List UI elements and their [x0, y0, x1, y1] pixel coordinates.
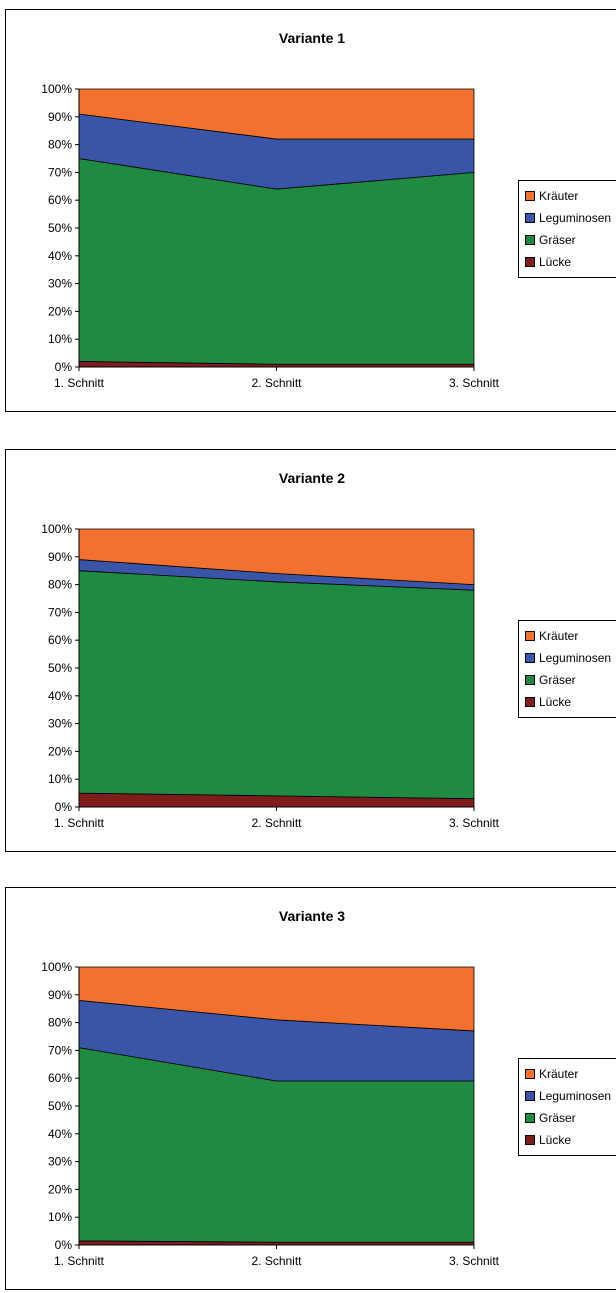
y-tick-label: 100% — [41, 82, 72, 96]
y-tick-label: 20% — [48, 304, 72, 318]
chart-svg-2: Variante 2 0% 10% 20% 30% 40% 50% 60% 70% 80% 90% 1… — [41, 470, 500, 830]
y-tick-label: 80% — [48, 578, 72, 592]
chart-panel-2: Variante 2 0% 10% 20% 30% 40% 50% 60% 70% 80% 90% 1… — [5, 449, 616, 852]
legend-swatch — [525, 1135, 535, 1145]
y-tick-label: 40% — [48, 689, 72, 703]
y-tick-label: 30% — [48, 717, 72, 731]
y-tick-label: 80% — [48, 138, 72, 152]
legend-item-lücke: Lücke — [525, 251, 616, 273]
y-tick-label: 0% — [55, 360, 73, 374]
y-tick-label: 70% — [48, 605, 72, 619]
legend-item-lücke: Lücke — [525, 1129, 616, 1151]
x-tick-label: 1. Schnitt — [54, 376, 105, 390]
y-tick-label: 100% — [41, 522, 72, 536]
legend-item-gräser: Gräser — [525, 1107, 616, 1129]
legend-item-kräuter: Kräuter — [525, 625, 616, 647]
y-tick-label: 0% — [55, 800, 73, 814]
y-tick-label: 60% — [48, 1071, 72, 1085]
legend-1: Kräuter Leguminosen Gräser Lücke — [518, 180, 616, 278]
y-tick-label: 10% — [48, 332, 72, 346]
x-tick-label: 2. Schnitt — [251, 1254, 302, 1268]
legend-swatch — [525, 631, 535, 641]
legend-swatch — [525, 675, 535, 685]
legend-swatch — [525, 191, 535, 201]
legend-swatch — [525, 697, 535, 707]
y-tick-label: 60% — [48, 193, 72, 207]
legend-item-leguminosen: Leguminosen — [525, 207, 616, 229]
legend-swatch — [525, 653, 535, 663]
y-tick-label: 80% — [48, 1016, 72, 1030]
legend-item-kräuter: Kräuter — [525, 185, 616, 207]
y-tick-label: 60% — [48, 633, 72, 647]
x-tick-label: 1. Schnitt — [54, 1254, 105, 1268]
legend-label: Leguminosen — [539, 1089, 612, 1103]
y-tick-label: 20% — [48, 1182, 72, 1196]
chart-panel-3: Variante 3 0% 10% 20% 30% 40% 50% 60% 70% 80% 90% 1… — [5, 887, 616, 1290]
legend-swatch — [525, 1091, 535, 1101]
legend-2: Kräuter Leguminosen Gräser Lücke — [518, 620, 616, 718]
y-tick-label: 50% — [48, 1099, 72, 1113]
legend-label: Kräuter — [539, 1067, 579, 1081]
legend-label: Kräuter — [539, 189, 579, 203]
x-tick-label: 2. Schnitt — [251, 376, 302, 390]
legend-label: Kräuter — [539, 629, 579, 643]
y-tick-label: 90% — [48, 550, 72, 564]
x-tick-label: 1. Schnitt — [54, 816, 105, 830]
y-tick-label: 0% — [55, 1238, 73, 1252]
y-tick-label: 40% — [48, 1127, 72, 1141]
legend-item-lücke: Lücke — [525, 691, 616, 713]
legend-label: Leguminosen — [539, 211, 612, 225]
y-tick-label: 40% — [48, 249, 72, 263]
y-tick-label: 30% — [48, 277, 72, 291]
legend-label: Gräser — [539, 233, 576, 247]
legend-swatch — [525, 235, 535, 245]
y-tick-label: 50% — [48, 221, 72, 235]
y-tick-label: 50% — [48, 661, 72, 675]
legend-item-gräser: Gräser — [525, 229, 616, 251]
chart-title: Variante 1 — [279, 30, 345, 46]
y-tick-label: 20% — [48, 744, 72, 758]
legend-label: Gräser — [539, 673, 576, 687]
x-tick-label: 3. Schnitt — [449, 816, 500, 830]
chart-svg-3: Variante 3 0% 10% 20% 30% 40% 50% 60% 70% 80% 90% 1… — [41, 908, 500, 1268]
legend-label: Lücke — [539, 695, 572, 709]
chart-svg-1: Variante 1 0% 10% 20% 30% 40% 50% 60% 70% 80% 90% 1… — [41, 30, 500, 390]
x-tick-label: 3. Schnitt — [449, 376, 500, 390]
legend-label: Leguminosen — [539, 651, 612, 665]
legend-item-leguminosen: Leguminosen — [525, 1085, 616, 1107]
legend-swatch — [525, 1113, 535, 1123]
legend-3: Kräuter Leguminosen Gräser Lücke — [518, 1058, 616, 1156]
chart-title: Variante 2 — [279, 470, 345, 486]
chart-title: Variante 3 — [279, 908, 345, 924]
legend-item-gräser: Gräser — [525, 669, 616, 691]
x-tick-label: 3. Schnitt — [449, 1254, 500, 1268]
legend-label: Lücke — [539, 1133, 572, 1147]
y-tick-label: 90% — [48, 110, 72, 124]
legend-label: Lücke — [539, 255, 572, 269]
y-tick-label: 70% — [48, 165, 72, 179]
chart-panel-1: Variante 1 0% 10% 20% 30% 40% 50% 60% 70% 80% 90% 1… — [5, 9, 616, 412]
legend-item-leguminosen: Leguminosen — [525, 647, 616, 669]
y-tick-label: 10% — [48, 1210, 72, 1224]
y-tick-label: 100% — [41, 960, 72, 974]
y-tick-label: 30% — [48, 1155, 72, 1169]
legend-swatch — [525, 257, 535, 267]
legend-swatch — [525, 213, 535, 223]
legend-swatch — [525, 1069, 535, 1079]
x-tick-label: 2. Schnitt — [251, 816, 302, 830]
y-tick-label: 90% — [48, 988, 72, 1002]
y-tick-label: 70% — [48, 1043, 72, 1057]
area-gräser — [78, 570, 475, 800]
legend-label: Gräser — [539, 1111, 576, 1125]
y-tick-label: 10% — [48, 772, 72, 786]
legend-item-kräuter: Kräuter — [525, 1063, 616, 1085]
